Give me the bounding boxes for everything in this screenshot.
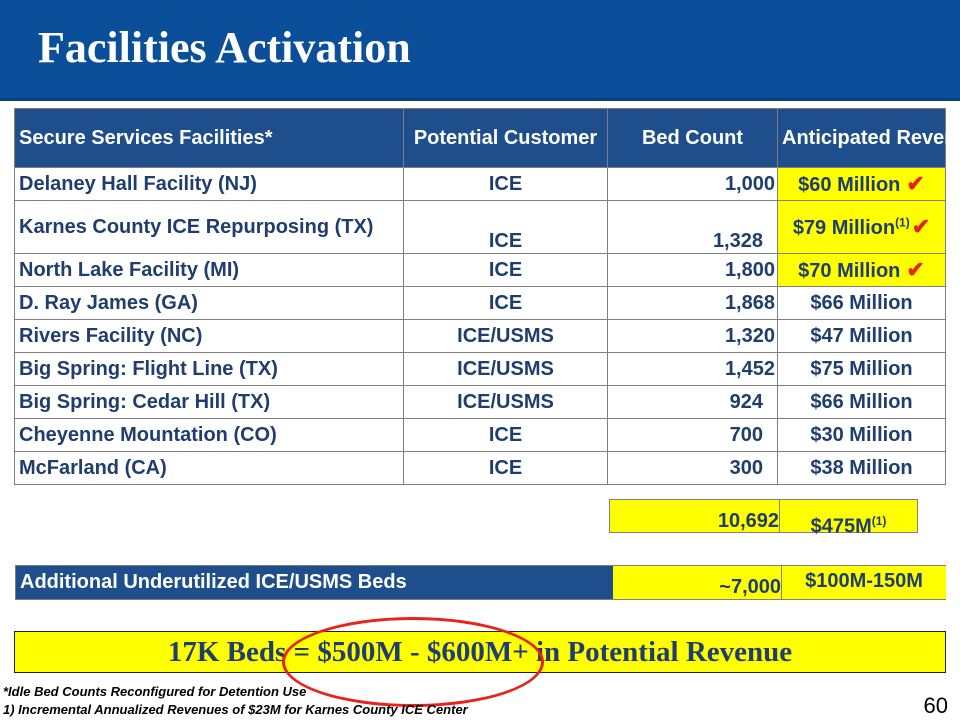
revenue-cell: $79 Million(1)✔: [777, 200, 946, 254]
facilities-table: Secure Services Facilities* Potential Cu…: [14, 108, 960, 485]
column-header-facility: Secure Services Facilities*: [14, 108, 404, 168]
page-title: Facilities Activation: [38, 23, 411, 72]
additional-beds-count: ~7,000: [613, 566, 781, 599]
checkmark-icon: ✔: [906, 171, 925, 196]
table-row: Rivers Facility (NC) ICE/USMS 1,320 $47 …: [14, 319, 946, 353]
title-bar: Facilities Activation: [0, 0, 960, 100]
additional-beds-row: Additional Underutilized ICE/USMS Beds ~…: [15, 565, 946, 600]
facility-name: D. Ray James (GA): [14, 286, 404, 320]
facility-name: Delaney Hall Facility (NJ): [14, 167, 404, 201]
facility-name: North Lake Facility (MI): [14, 253, 404, 287]
total-beds: 10,692: [609, 499, 780, 533]
column-header-customer: Potential Customer: [403, 108, 608, 168]
column-header-revenue: Anticipated Revenues: [777, 108, 960, 168]
revenue-cell: $70 Million ✔: [777, 253, 946, 287]
revenue-cell: $75 Million: [777, 352, 946, 386]
footnote: 1) Incremental Annualized Revenues of $2…: [3, 702, 468, 717]
footnote-marker: (1): [895, 215, 910, 230]
revenue-value: $60 Million: [798, 174, 901, 196]
table-row: Cheyenne Mountation (CO) ICE 700 $30 Mil…: [14, 418, 946, 452]
revenue-cell: $47 Million: [777, 319, 946, 353]
bed-count-cell: 924: [607, 385, 778, 419]
customer-cell: ICE/USMS: [403, 385, 608, 419]
facility-name: McFarland (CA): [14, 451, 404, 485]
customer-cell: ICE: [403, 200, 608, 254]
table-row: D. Ray James (GA) ICE 1,868 $66 Million: [14, 286, 946, 320]
facility-name: Big Spring: Cedar Hill (TX): [14, 385, 404, 419]
additional-beds-label: Additional Underutilized ICE/USMS Beds: [16, 566, 613, 599]
column-header-beds: Bed Count: [607, 108, 778, 168]
highlight-circle: [282, 617, 544, 707]
total-revenue-value: $475M: [810, 515, 872, 538]
bed-count-cell: 1,452: [607, 352, 778, 386]
additional-beds-revenue: $100M-150M: [781, 566, 946, 599]
bed-count-cell: 1,328: [607, 200, 778, 254]
revenue-value: $79 Million: [792, 217, 896, 239]
customer-cell: ICE: [403, 167, 608, 201]
table-row: Big Spring: Cedar Hill (TX) ICE/USMS 924…: [14, 385, 946, 419]
bed-count-cell: 1,000: [607, 167, 778, 201]
footnote: *Idle Bed Counts Reconfigured for Detent…: [3, 684, 307, 699]
bed-count-cell: 1,800: [607, 253, 778, 287]
table-row: North Lake Facility (MI) ICE 1,800 $70 M…: [14, 253, 946, 287]
table-row: McFarland (CA) ICE 300 $38 Million: [14, 451, 946, 485]
customer-cell: ICE/USMS: [403, 319, 608, 353]
facility-name: Cheyenne Mountation (CO): [14, 418, 404, 452]
table-row: Delaney Hall Facility (NJ) ICE 1,000 $60…: [14, 167, 946, 201]
customer-cell: ICE: [403, 286, 608, 320]
page-number: 60: [923, 693, 948, 718]
revenue-cell: $66 Million: [777, 286, 946, 320]
bed-count-cell: 1,868: [607, 286, 778, 320]
customer-cell: ICE: [403, 451, 608, 485]
table-header-row: Secure Services Facilities* Potential Cu…: [14, 108, 960, 168]
table-row: Karnes County ICE Repurposing (TX) ICE 1…: [14, 200, 946, 254]
bed-count-cell: 300: [607, 451, 778, 485]
table-row: Big Spring: Flight Line (TX) ICE/USMS 1,…: [14, 352, 946, 386]
customer-cell: ICE: [403, 253, 608, 287]
facility-name: Big Spring: Flight Line (TX): [14, 352, 404, 386]
revenue-value: $70 Million: [798, 260, 901, 282]
bed-count-cell: 1,320: [607, 319, 778, 353]
title-divider: [0, 98, 960, 101]
revenue-cell: $38 Million: [777, 451, 946, 485]
facility-name: Karnes County ICE Repurposing (TX): [14, 200, 404, 254]
total-revenue: $475M(1): [779, 499, 918, 538]
checkmark-icon: ✔: [906, 257, 925, 282]
customer-cell: ICE/USMS: [403, 352, 608, 386]
checkmark-icon: ✔: [911, 214, 931, 239]
facility-name: Rivers Facility (NC): [14, 319, 404, 353]
revenue-cell: $30 Million: [777, 418, 946, 452]
bed-count-cell: 700: [607, 418, 778, 452]
revenue-cell: $60 Million ✔: [777, 167, 946, 201]
footnote-marker: (1): [871, 514, 887, 528]
customer-cell: ICE: [403, 418, 608, 452]
revenue-cell: $66 Million: [777, 385, 946, 419]
